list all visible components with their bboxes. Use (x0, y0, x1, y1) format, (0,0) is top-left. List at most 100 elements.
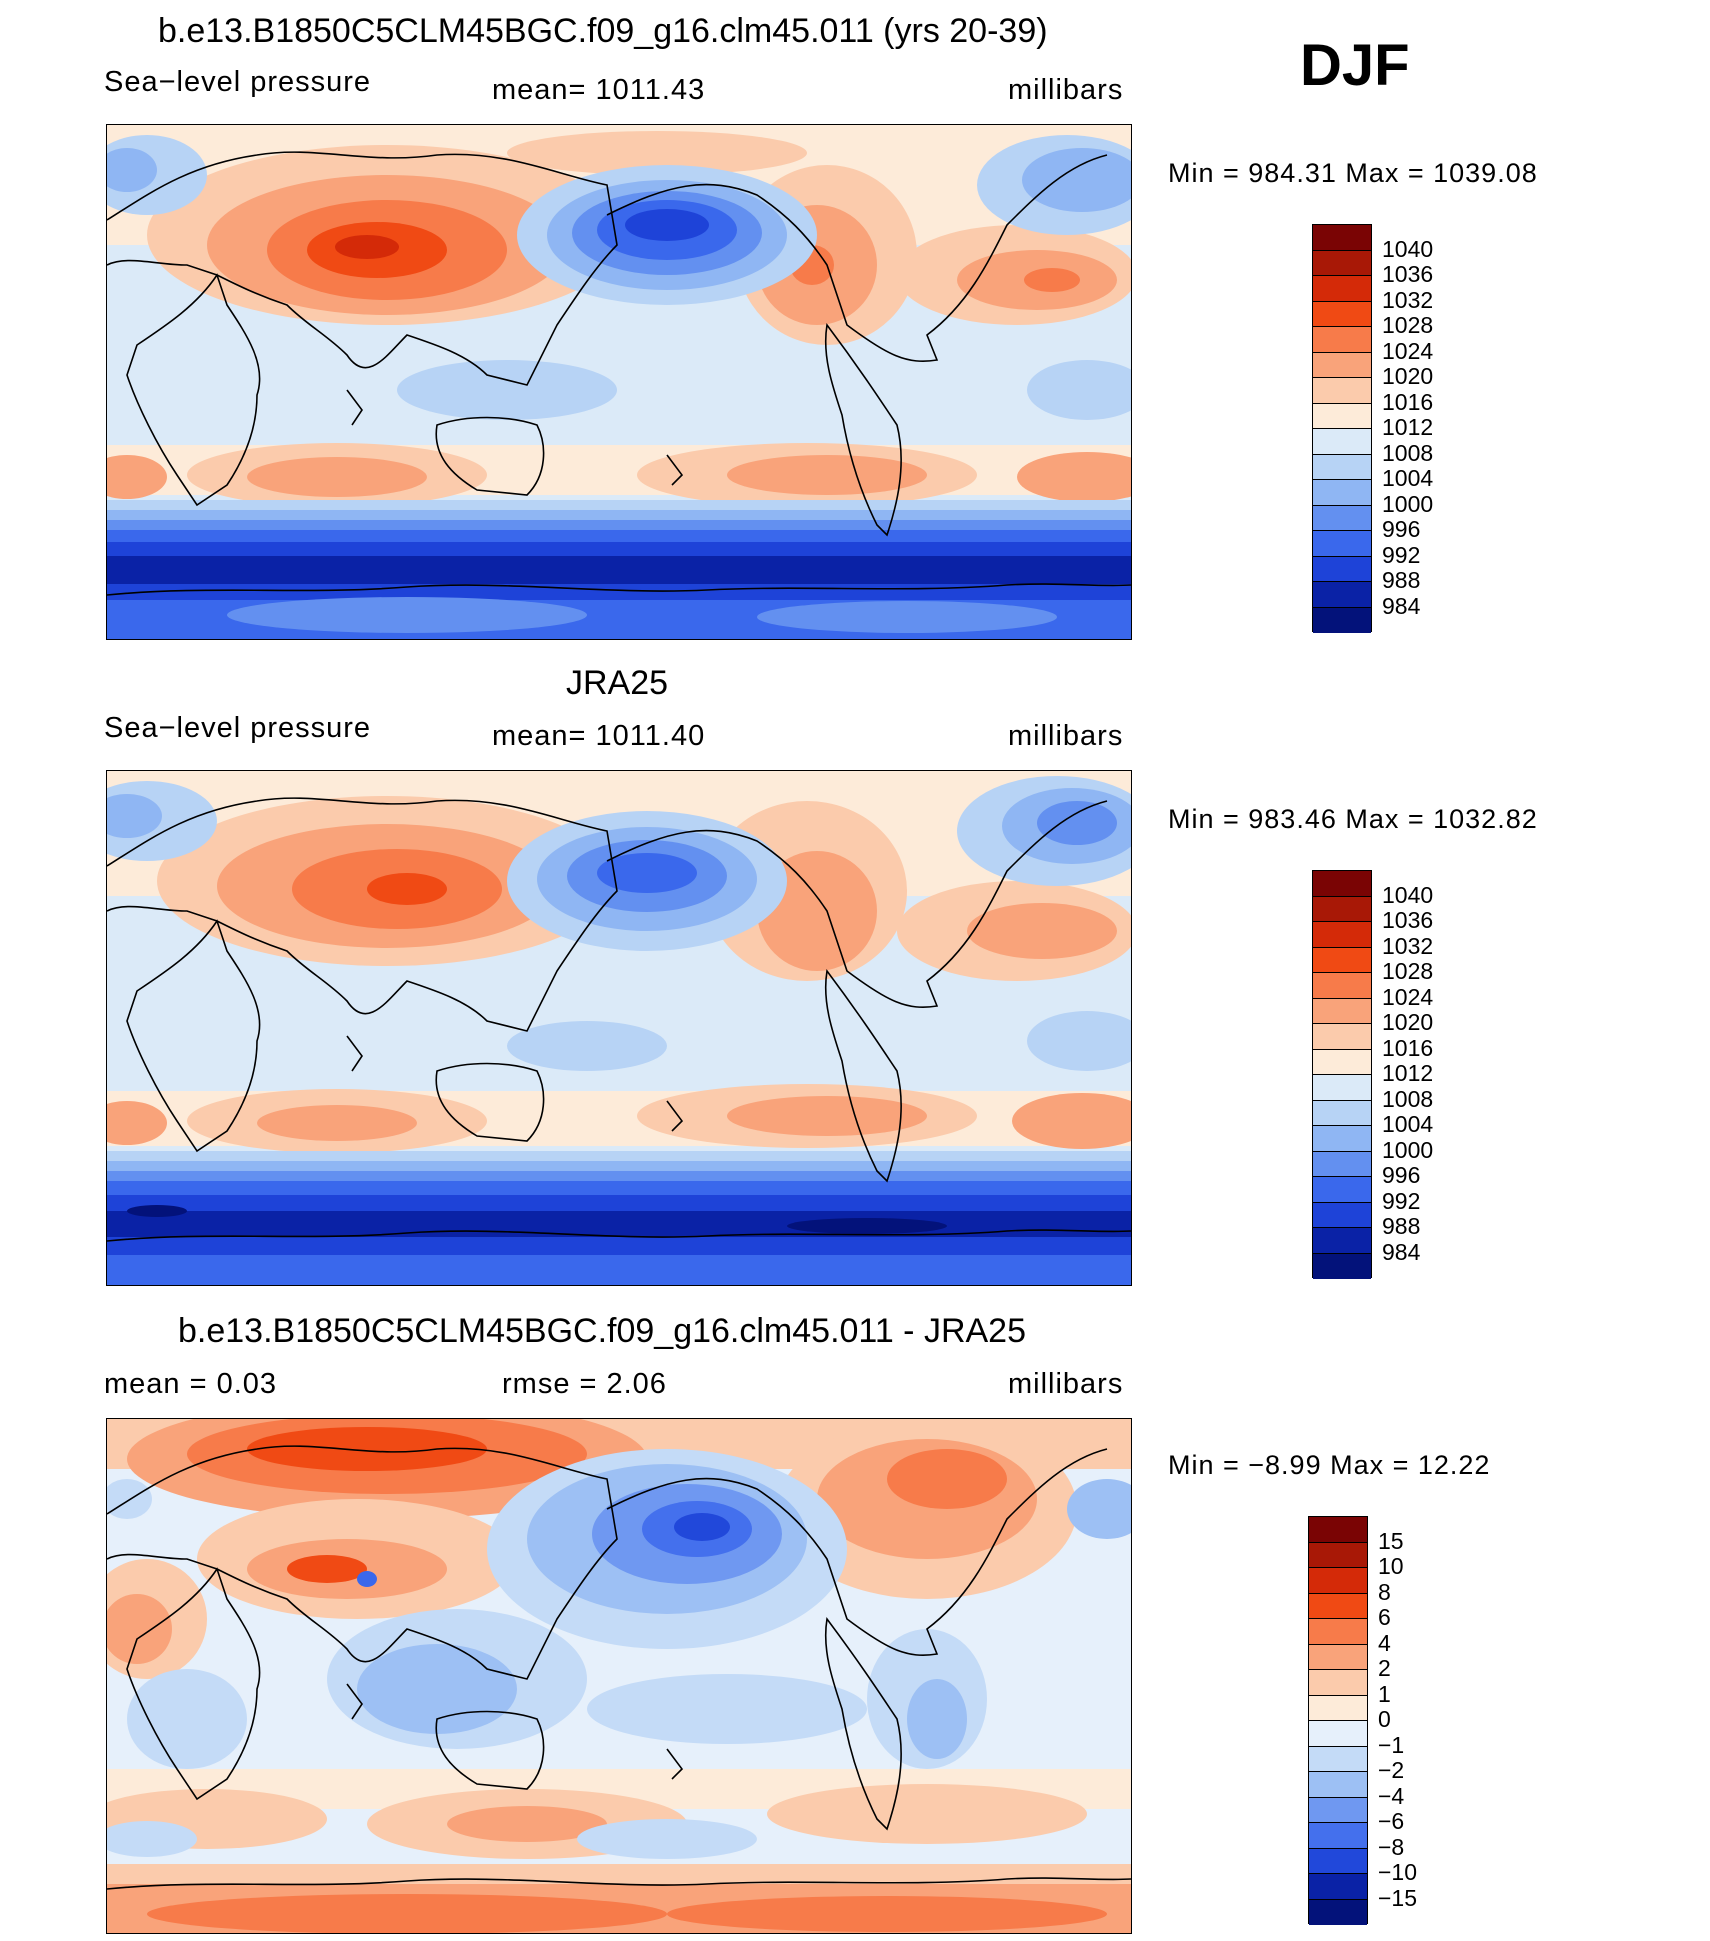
colorbar-tick-label: 1004 (1382, 465, 1434, 491)
colorbar-tick-label: 1000 (1382, 490, 1434, 517)
colorbar-segment (1313, 1151, 1371, 1177)
colorbar-segment (1313, 1253, 1371, 1279)
colorbar-tick-label: 1036 (1382, 261, 1434, 287)
colorbar-tick-label: 996 (1382, 516, 1421, 542)
colorbar-tick-label: 2 (1378, 1655, 1391, 1681)
colorbar-tick-label: 15 (1378, 1527, 1404, 1554)
colorbar-tick-label: −4 (1378, 1782, 1405, 1809)
colorbar-segment (1313, 327, 1371, 353)
colorbar-segment (1313, 276, 1371, 302)
colorbar-segment (1309, 1721, 1367, 1747)
season-label: DJF (1300, 33, 1410, 98)
colorbar-segment (1313, 250, 1371, 276)
colorbar-tick-label: 1012 (1382, 414, 1434, 440)
panel-3-minmax: Min = −8.99 Max = 12.22 (1168, 1450, 1491, 1480)
colorbar-tick-label: −8 (1378, 1833, 1405, 1860)
colorbar-segment (1309, 1644, 1367, 1670)
panel-2-variable-label: Sea−level pressure (104, 712, 372, 744)
colorbar-segment (1313, 947, 1371, 973)
panel-3-units-label: millibars (1008, 1368, 1124, 1400)
colorbar-segment (1313, 871, 1371, 897)
colorbar-segment (1313, 1202, 1371, 1228)
colorbar-tick-label: 992 (1382, 1187, 1421, 1214)
colorbar-segment (1313, 1228, 1371, 1254)
panel-3-title: b.e13.B1850C5CLM45BGC.f09_g16.clm45.011 … (178, 1312, 1026, 1350)
colorbar-segment (1313, 480, 1371, 506)
colorbar-tick-label: 10 (1378, 1553, 1404, 1579)
colorbar-tick-label: 4 (1378, 1629, 1391, 1656)
colorbar-segment (1309, 1619, 1367, 1645)
colorbar-tick-label: 1008 (1382, 439, 1434, 466)
colorbar-segment (1309, 1542, 1367, 1568)
colorbar-tick-label: 988 (1382, 567, 1421, 593)
colorbar-tick-label: 992 (1382, 541, 1421, 568)
colorbar-segment (1309, 1517, 1367, 1543)
colorbar-segment (1313, 225, 1371, 251)
colorbar-tick-label: −6 (1378, 1808, 1405, 1834)
colorbar-segment (1313, 1100, 1371, 1126)
colorbar-tick-label: 1032 (1382, 286, 1434, 313)
colorbar-segment (1313, 556, 1371, 582)
panel-3-mean-label: mean = 0.03 (104, 1368, 278, 1400)
colorbar-tick-label: 1024 (1382, 337, 1434, 364)
colorbar-tick-label: 1040 (1382, 235, 1434, 262)
colorbar-tick-label: 0 (1378, 1706, 1391, 1732)
colorbar-segment (1313, 454, 1371, 480)
colorbar-segment (1309, 1848, 1367, 1874)
panel-2-mean-label: mean= 1011.40 (492, 720, 706, 752)
colorbar-segment (1313, 301, 1371, 327)
panel-2-map (106, 770, 1132, 1286)
colorbar-segment (1309, 1823, 1367, 1849)
colorbar-tick-label: 1008 (1382, 1085, 1434, 1112)
colorbar-segment (1313, 998, 1371, 1024)
colorbar-segment (1313, 922, 1371, 948)
panel-1-map (106, 124, 1132, 640)
colorbar-segment (1309, 1874, 1367, 1900)
colorbar-segment (1309, 1899, 1367, 1925)
colorbar-segment (1313, 352, 1371, 378)
colorbar-tick-label: 1040 (1382, 881, 1434, 908)
panel-1-colorbar: 1040 1036 1032 1028 1024 1020 1016 1012 1008 1004… (1312, 224, 1472, 633)
panel-2-colorbar: 1040 1036 1032 1028 1024 1020 1016 1012 1008 1004… (1312, 870, 1472, 1279)
colorbar-tick-label: 1028 (1382, 312, 1434, 338)
colorbar-tick-label: −10 (1378, 1859, 1418, 1885)
colorbar-tick-label: 988 (1382, 1213, 1421, 1239)
colorbar-tick-label: 1004 (1382, 1111, 1434, 1137)
panel-3-colorbar: 15 10 8 6 4 2 1 0 −1 −2 −4 −6 −8 −10 −15 (1308, 1516, 1468, 1925)
colorbar-segment (1309, 1695, 1367, 1721)
colorbar-tick-label: 1028 (1382, 958, 1434, 984)
colorbar-segment (1313, 1024, 1371, 1050)
panel-2-units-label: millibars (1008, 720, 1124, 752)
panel-3-contour-plot (107, 1419, 1131, 1933)
colorbar-tick-label: 8 (1378, 1578, 1391, 1605)
panel-1-minmax: Min = 984.31 Max = 1039.08 (1168, 158, 1538, 188)
panel-2-minmax: Min = 983.46 Max = 1032.82 (1168, 804, 1538, 834)
colorbar-segment (1313, 1049, 1371, 1075)
colorbar-box (1312, 870, 1372, 1279)
colorbar-segment (1313, 403, 1371, 429)
colorbar-segment (1313, 896, 1371, 922)
colorbar-tick-label: 1016 (1382, 388, 1434, 415)
panel-2-title: JRA25 (566, 664, 669, 702)
colorbar-tick-label: 1 (1378, 1680, 1391, 1707)
colorbar-segment (1309, 1772, 1367, 1798)
colorbar-tick-label: 1032 (1382, 932, 1434, 959)
colorbar-segment (1309, 1593, 1367, 1619)
colorbar-segment (1309, 1746, 1367, 1772)
colorbar-tick-label: 1000 (1382, 1136, 1434, 1163)
colorbar-tick-label: 984 (1382, 592, 1421, 619)
colorbar-segment (1309, 1568, 1367, 1594)
colorbar-tick-label: 1036 (1382, 907, 1434, 933)
panel-3-rmse-label: rmse = 2.06 (502, 1368, 667, 1400)
colorbar-segment (1313, 531, 1371, 557)
colorbar-tick-label: 1012 (1382, 1060, 1434, 1086)
colorbar-segment (1313, 505, 1371, 531)
colorbar-tick-label: 1020 (1382, 1009, 1434, 1035)
panel-1-mean-label: mean= 1011.43 (492, 74, 706, 106)
colorbar-tick-label: −1 (1378, 1731, 1405, 1758)
colorbar-box (1308, 1516, 1368, 1925)
colorbar-tick-label: 996 (1382, 1162, 1421, 1188)
colorbar-segment (1313, 973, 1371, 999)
panel-1-units-label: millibars (1008, 74, 1124, 106)
colorbar-segment (1309, 1670, 1367, 1696)
